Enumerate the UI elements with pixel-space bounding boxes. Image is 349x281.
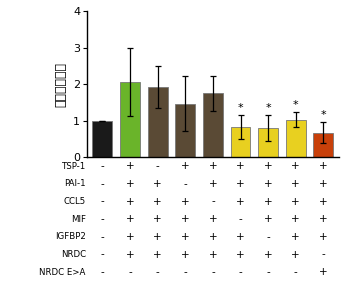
Bar bbox=[203, 93, 223, 157]
Text: +: + bbox=[236, 196, 245, 207]
Text: PAI-1: PAI-1 bbox=[64, 179, 86, 188]
Text: IGFBP2: IGFBP2 bbox=[55, 232, 86, 241]
Text: +: + bbox=[153, 214, 162, 224]
Text: +: + bbox=[319, 196, 328, 207]
Text: *: * bbox=[238, 103, 243, 113]
Text: +: + bbox=[126, 179, 134, 189]
Y-axis label: 血小板生産性: 血小板生産性 bbox=[55, 62, 68, 107]
Bar bbox=[231, 127, 251, 157]
Text: -: - bbox=[184, 179, 187, 189]
Text: *: * bbox=[320, 110, 326, 120]
Text: -: - bbox=[211, 267, 215, 277]
Text: -: - bbox=[101, 196, 104, 207]
Text: TSP-1: TSP-1 bbox=[62, 162, 86, 171]
Text: -: - bbox=[101, 161, 104, 171]
Text: +: + bbox=[153, 250, 162, 260]
Text: +: + bbox=[126, 196, 134, 207]
Text: +: + bbox=[236, 161, 245, 171]
Text: -: - bbox=[294, 267, 298, 277]
Text: -: - bbox=[101, 267, 104, 277]
Text: +: + bbox=[181, 161, 190, 171]
Text: +: + bbox=[319, 214, 328, 224]
Text: +: + bbox=[319, 267, 328, 277]
Bar bbox=[313, 133, 333, 157]
Text: +: + bbox=[291, 179, 300, 189]
Text: +: + bbox=[181, 214, 190, 224]
Text: -: - bbox=[156, 267, 159, 277]
Text: MIF: MIF bbox=[71, 215, 86, 224]
Text: +: + bbox=[126, 250, 134, 260]
Text: +: + bbox=[209, 250, 217, 260]
Text: +: + bbox=[209, 161, 217, 171]
Text: -: - bbox=[266, 267, 270, 277]
Text: +: + bbox=[209, 214, 217, 224]
Text: +: + bbox=[291, 214, 300, 224]
Text: -: - bbox=[101, 179, 104, 189]
Text: +: + bbox=[181, 232, 190, 242]
Text: -: - bbox=[101, 214, 104, 224]
Text: +: + bbox=[153, 232, 162, 242]
Text: +: + bbox=[319, 232, 328, 242]
Text: +: + bbox=[209, 232, 217, 242]
Text: +: + bbox=[291, 196, 300, 207]
Text: -: - bbox=[266, 232, 270, 242]
Text: NRDC: NRDC bbox=[61, 250, 86, 259]
Text: +: + bbox=[264, 250, 273, 260]
Text: +: + bbox=[209, 179, 217, 189]
Text: +: + bbox=[264, 196, 273, 207]
Bar bbox=[258, 128, 278, 157]
Text: +: + bbox=[264, 214, 273, 224]
Text: NRDC E>A: NRDC E>A bbox=[39, 268, 86, 277]
Text: -: - bbox=[211, 196, 215, 207]
Text: +: + bbox=[236, 179, 245, 189]
Text: +: + bbox=[264, 179, 273, 189]
Text: -: - bbox=[128, 267, 132, 277]
Text: -: - bbox=[239, 267, 242, 277]
Text: +: + bbox=[153, 196, 162, 207]
Text: -: - bbox=[321, 250, 325, 260]
Text: +: + bbox=[291, 161, 300, 171]
Text: +: + bbox=[236, 232, 245, 242]
Text: -: - bbox=[101, 232, 104, 242]
Text: +: + bbox=[181, 250, 190, 260]
Text: -: - bbox=[101, 250, 104, 260]
Text: +: + bbox=[264, 161, 273, 171]
Bar bbox=[120, 82, 140, 157]
Bar bbox=[175, 104, 195, 157]
Text: -: - bbox=[156, 161, 159, 171]
Text: +: + bbox=[319, 161, 328, 171]
Text: +: + bbox=[291, 232, 300, 242]
Text: +: + bbox=[319, 179, 328, 189]
Text: +: + bbox=[153, 179, 162, 189]
Text: CCL5: CCL5 bbox=[64, 197, 86, 206]
Text: *: * bbox=[293, 100, 298, 110]
Text: +: + bbox=[126, 232, 134, 242]
Text: *: * bbox=[265, 103, 271, 113]
Text: -: - bbox=[184, 267, 187, 277]
Text: +: + bbox=[126, 214, 134, 224]
Text: +: + bbox=[291, 250, 300, 260]
Text: +: + bbox=[236, 250, 245, 260]
Bar bbox=[92, 121, 112, 157]
Text: -: - bbox=[239, 214, 242, 224]
Bar bbox=[286, 120, 306, 157]
Text: +: + bbox=[126, 161, 134, 171]
Bar bbox=[148, 87, 168, 157]
Text: +: + bbox=[181, 196, 190, 207]
